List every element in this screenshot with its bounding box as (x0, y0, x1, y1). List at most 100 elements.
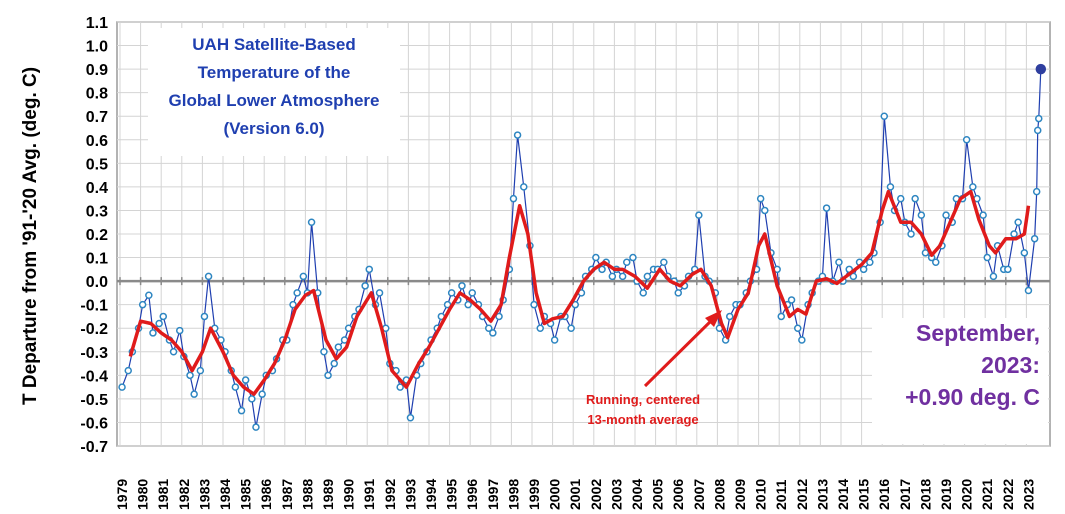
monthly-data-point (983, 253, 992, 262)
monthly-data-point (293, 289, 301, 297)
x-tick-label: 1996 (464, 479, 480, 510)
x-tick-label: 2002 (588, 479, 604, 510)
x-tick-label: 2014 (835, 479, 851, 510)
y-tick-label: 0.4 (86, 180, 108, 197)
monthly-data-point (200, 312, 209, 321)
monthly-data-point (299, 272, 308, 281)
monthly-data-point (509, 194, 518, 203)
monthly-data-point (118, 383, 126, 391)
x-tick-label: 2001 (567, 479, 583, 510)
monthly-data-point (495, 312, 503, 321)
y-tick-label: -0.5 (80, 392, 108, 409)
monthly-data-point (175, 326, 184, 335)
x-tick-label: 1998 (505, 479, 521, 510)
x-tick-label: 2018 (917, 479, 933, 510)
monthly-data-point (726, 312, 734, 321)
monthly-data-point (145, 291, 153, 299)
monthly-data-point (320, 348, 328, 356)
monthly-data-point (169, 348, 178, 356)
monthly-data-point (375, 289, 384, 297)
x-tick-label: 2009 (732, 479, 748, 510)
monthly-data-point (149, 329, 157, 337)
monthly-data-point (513, 131, 522, 139)
monthly-data-point (204, 272, 213, 281)
monthly-data-point (330, 359, 338, 368)
monthly-data-point (849, 272, 858, 281)
x-tick-label: 1980 (135, 479, 151, 510)
x-tick-label: 2006 (670, 479, 686, 510)
x-tick-label: 2013 (814, 479, 830, 510)
monthly-data-point (618, 272, 627, 281)
x-tick-label: 2015 (856, 479, 872, 510)
x-tick-label: 1991 (361, 479, 377, 510)
title-line: Global Lower Atmosphere (169, 91, 380, 110)
y-tick-labels: 1.1 1.0 0.9 0.8 0.7 0.6 0.5 0.4 0.3 0.2 0.1 0.0 -0.1… (80, 15, 108, 456)
monthly-data-point (592, 253, 600, 262)
running-annotation: Running, centered 13-month average (586, 310, 722, 427)
monthly-data-point (979, 211, 987, 219)
y-tick-label: -0.2 (80, 321, 108, 338)
monthly-data-point (361, 282, 369, 290)
x-tick-label: 1994 (423, 479, 439, 510)
y-tick-label: 0.8 (86, 86, 108, 103)
monthly-data-point (822, 204, 831, 212)
monthly-data-point (155, 319, 163, 328)
x-tick-label: 2023 (1020, 479, 1036, 510)
monthly-data-point (989, 272, 998, 281)
x-tick-label: 2021 (979, 479, 995, 510)
y-tick-label: -0.1 (80, 298, 108, 315)
y-tick-label: 1.0 (86, 39, 108, 56)
x-tick-label: 2007 (691, 479, 707, 510)
monthly-data-point (186, 371, 194, 380)
latest-line: +0.90 deg. C (905, 384, 1040, 410)
x-tick-label: 2022 (1000, 479, 1016, 510)
monthly-data-point (484, 324, 493, 332)
x-tick-label: 1993 (402, 479, 418, 510)
x-tick-label: 2019 (938, 479, 954, 510)
x-tick-label: 1981 (155, 479, 171, 510)
running-average-line (128, 189, 1031, 396)
monthly-data-point (190, 390, 198, 398)
monthly-data-point (241, 376, 250, 384)
x-tick-labels: 1979 1980 1981 1982 1983 1984 1985 1986 1987 1988… (114, 479, 1036, 510)
x-tick-label: 1992 (382, 479, 398, 510)
x-tick-label: 2004 (629, 479, 645, 510)
monthly-data-point (365, 265, 374, 274)
y-tick-label: 0.5 (86, 156, 108, 173)
monthly-data-point (608, 272, 617, 281)
monthly-data-point (1020, 249, 1029, 257)
monthly-data-point (550, 336, 559, 344)
monthly-data-point (536, 324, 544, 332)
y-axis-label: T Departure from '91-'20 Avg. (deg. C) (20, 67, 41, 405)
monthly-data-point (859, 265, 868, 274)
monthly-data-point (447, 289, 456, 297)
title-line: (Version 6.0) (223, 119, 324, 138)
title-line: Temperature of the (198, 63, 351, 82)
latest-data-point (1035, 63, 1047, 75)
monthly-data-point (942, 211, 950, 219)
y-tick-label: -0.3 (80, 345, 108, 362)
monthly-data-point (1014, 218, 1022, 226)
x-tick-label: 1999 (526, 479, 542, 510)
x-tick-label: 2020 (959, 479, 975, 510)
y-tick-label: 0.0 (86, 274, 108, 291)
x-tick-label: 2008 (711, 479, 727, 510)
monthly-data-point (1032, 187, 1041, 196)
monthly-data-point (756, 194, 765, 203)
monthly-data-point (969, 183, 977, 191)
running-label-line: 13-month average (587, 412, 698, 427)
monthly-data-point (289, 300, 297, 309)
x-tick-label: 2010 (753, 479, 769, 510)
title-line: UAH Satellite-Based (192, 35, 355, 54)
monthly-data-point (464, 300, 472, 309)
chart-title: UAH Satellite-Based Temperature of the G… (169, 35, 380, 138)
monthly-data-point (258, 390, 266, 398)
monthly-data-point (866, 258, 874, 267)
monthly-data-point (793, 324, 802, 332)
monthly-data-point (761, 206, 769, 215)
monthly-data-point (196, 366, 205, 375)
x-tick-label: 1982 (176, 479, 192, 510)
monthly-data-point (643, 272, 652, 281)
monthly-data-point (396, 383, 404, 391)
